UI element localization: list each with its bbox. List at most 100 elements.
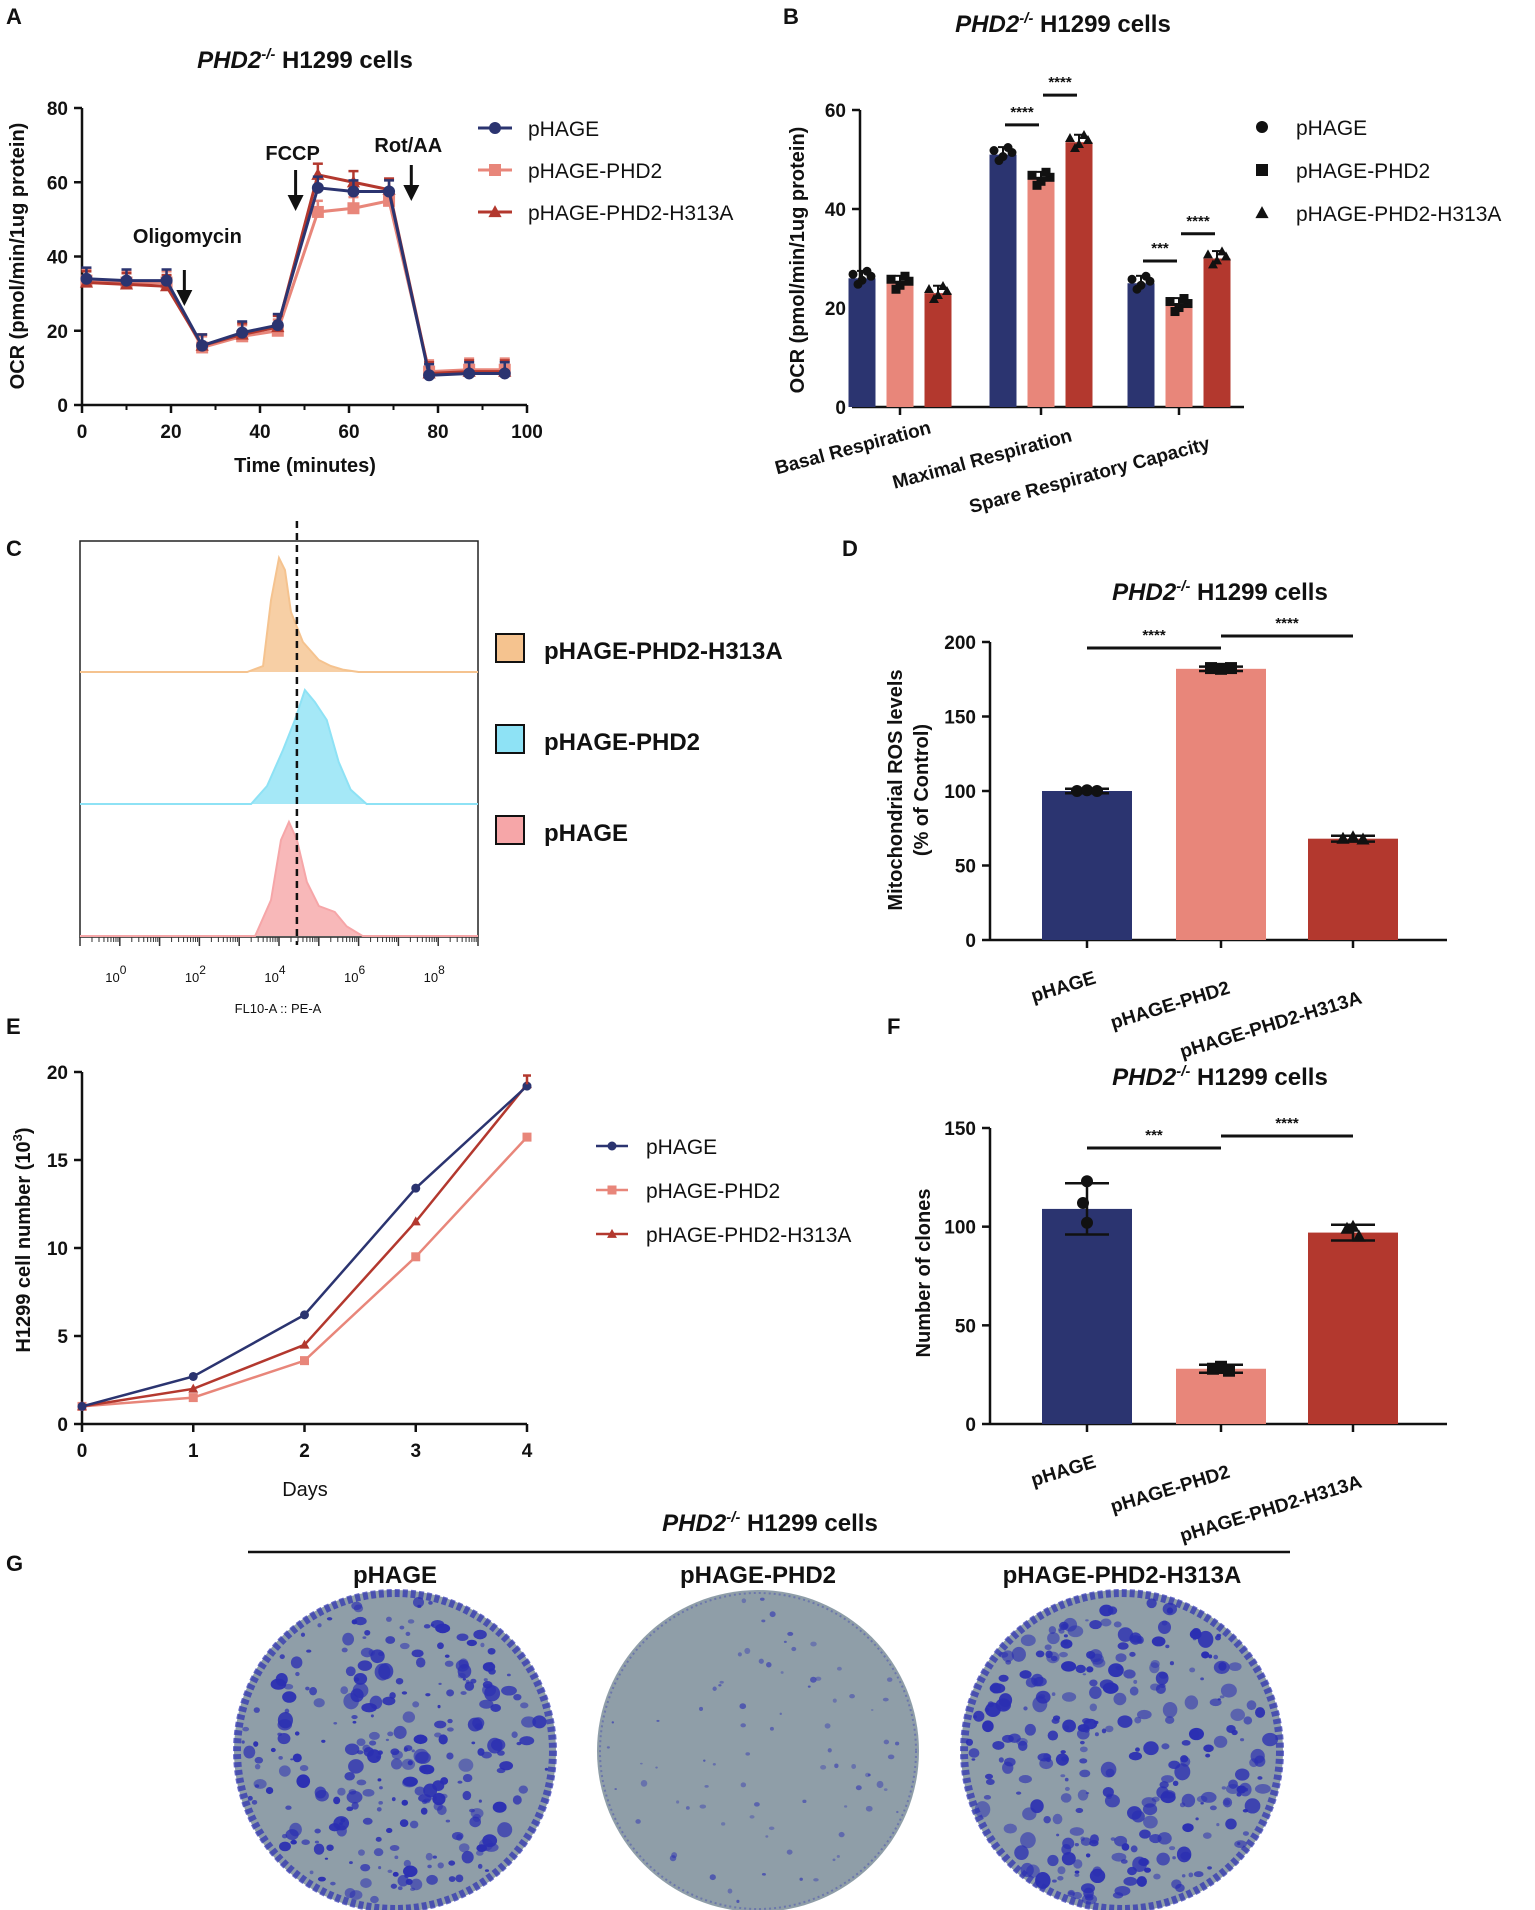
colony: [1052, 1813, 1063, 1825]
colony: [1084, 1895, 1094, 1901]
colony: [458, 1843, 470, 1853]
colony: [740, 1782, 747, 1788]
panel-e-ylabel-main: H1299 cell number (10: [13, 1141, 35, 1352]
colony: [480, 1642, 485, 1648]
bar-pHAGE-PHD2-point: [904, 276, 914, 286]
colony: [1209, 1698, 1222, 1707]
panel-d-ylabel: Mitochondrial ROS levels: [885, 669, 907, 910]
colony: [251, 1799, 258, 1805]
bar-pHAGE-PHD2-H313A-point: [1212, 255, 1222, 265]
colony: [512, 1795, 522, 1805]
colony: [391, 1797, 396, 1802]
colony: [779, 1712, 782, 1715]
colony: [1157, 1620, 1172, 1634]
colony: [377, 1750, 383, 1755]
colony: [1082, 1673, 1087, 1676]
data-point-pHAGE: [300, 1310, 309, 1320]
colony: [799, 1877, 803, 1881]
y-tick-label: 150: [944, 1119, 976, 1140]
colony: [1052, 1879, 1057, 1883]
bar-pHAGE-PHD2-H313A-point: [924, 283, 934, 293]
colony: [1129, 1632, 1142, 1645]
histogram-pHAGE: [80, 819, 478, 937]
significance-label: ****: [1048, 74, 1072, 91]
colony: [844, 1805, 848, 1808]
colony: [1056, 1833, 1060, 1837]
colony: [313, 1698, 325, 1708]
colony: [1020, 1634, 1036, 1647]
colony: [749, 1815, 755, 1819]
colony: [1225, 1818, 1237, 1830]
colony: [1064, 1786, 1070, 1791]
colony: [460, 1691, 467, 1695]
plate-dish: [597, 1590, 919, 1910]
bar-pHAGE-PHD2-H313A-point: [933, 289, 943, 299]
legend-marker-pHAGE: [607, 1141, 617, 1151]
colony: [639, 1762, 643, 1765]
colony: [865, 1805, 873, 1812]
colony: [1045, 1757, 1051, 1763]
colony: [783, 1640, 787, 1643]
colony: [457, 1780, 463, 1784]
colony: [401, 1691, 408, 1695]
colony: [389, 1845, 400, 1851]
colony: [374, 1663, 391, 1681]
colony: [1158, 1671, 1168, 1679]
bar-pHAGE-PHD2: [1176, 668, 1266, 940]
colony: [296, 1774, 311, 1789]
colony: [810, 1676, 817, 1683]
colony: [437, 1704, 441, 1709]
colony: [1061, 1692, 1077, 1702]
colony: [1215, 1635, 1221, 1641]
colony: [882, 1697, 889, 1702]
category-label: pHAGE-PHD2: [1108, 1462, 1232, 1518]
colony: [655, 1766, 658, 1769]
colony: [832, 1698, 837, 1703]
data-point-pHAGE: [1081, 784, 1093, 797]
data-point-pHAGE: [1077, 1196, 1089, 1209]
colony: [306, 1649, 312, 1653]
colony: [813, 1878, 819, 1882]
bar-Maximal Respiration-pHAGE-PHD2: [1027, 179, 1055, 407]
colony: [973, 1710, 985, 1722]
colony: [669, 1855, 677, 1862]
colony: [815, 1676, 822, 1681]
colony: [1201, 1651, 1210, 1659]
colony: [465, 1679, 470, 1684]
colony: [376, 1807, 382, 1812]
colony: [314, 1786, 327, 1799]
title-b-gene: PHD2: [955, 11, 1020, 38]
colony: [427, 1864, 432, 1869]
colony: [886, 1677, 893, 1682]
panel-letter-c: C: [6, 536, 22, 561]
colony: [1240, 1738, 1245, 1742]
colony: [1200, 1791, 1217, 1803]
legend-marker-pHAGE-PHD2-H313A: [488, 205, 502, 218]
bar-pHAGE-point: [1127, 274, 1137, 284]
data-point-pHAGE: [160, 274, 173, 287]
colony: [761, 1619, 766, 1623]
data-point-pHAGE: [311, 181, 324, 194]
y-tick-label: 5: [57, 1327, 68, 1348]
legend-marker-pHAGE-PHD2: [489, 164, 501, 176]
colony: [1117, 1715, 1133, 1728]
colony: [983, 1795, 992, 1800]
colony: [1008, 1733, 1021, 1743]
colony: [1130, 1845, 1138, 1853]
colony: [376, 1755, 380, 1760]
colony: [896, 1810, 899, 1814]
title-f-gene: PHD2: [1112, 1064, 1177, 1091]
colony: [464, 1681, 475, 1691]
x-tick-label: 0: [77, 422, 88, 443]
colony: [1001, 1650, 1014, 1663]
data-point-pHAGE-PHD2-H313A: [1356, 832, 1370, 845]
colony: [1083, 1726, 1090, 1733]
colony: [378, 1801, 383, 1805]
data-point-pHAGE-PHD2: [1205, 662, 1217, 675]
plate-pHAGE-PHD2: [597, 1590, 919, 1910]
colony: [356, 1750, 364, 1755]
colony: [364, 1629, 371, 1636]
colony: [448, 1876, 456, 1882]
colony: [992, 1740, 1005, 1750]
